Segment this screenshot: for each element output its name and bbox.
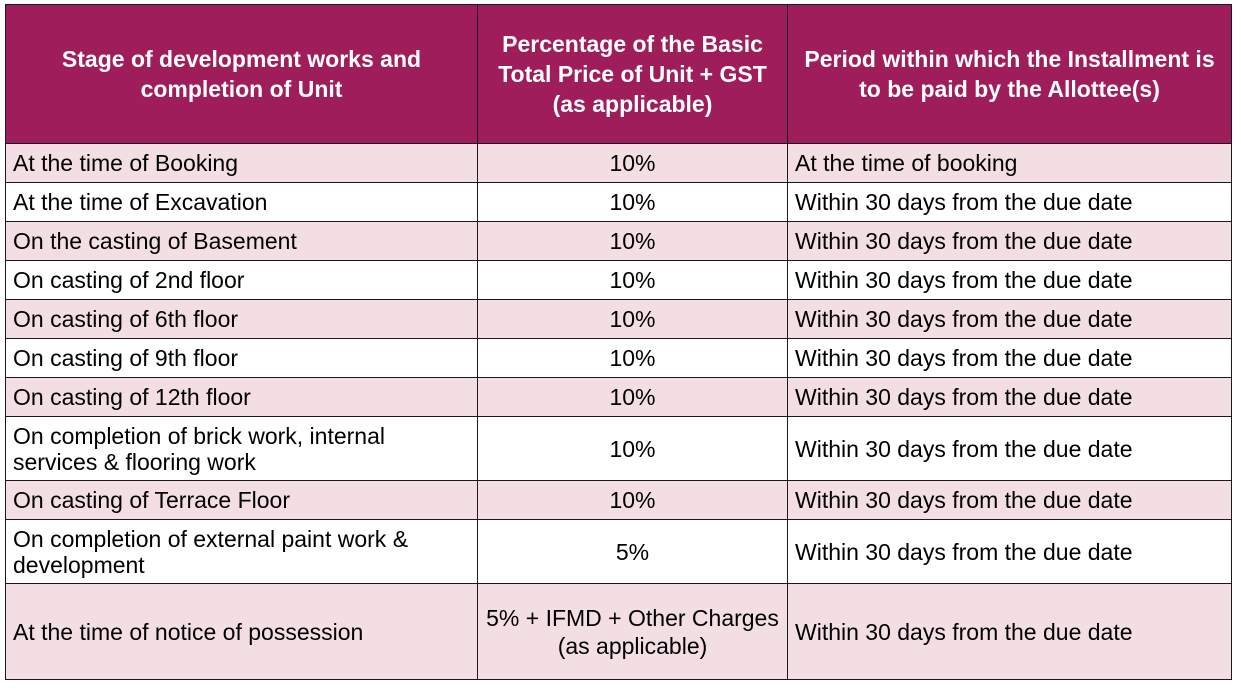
- cell-percentage: 10%: [477, 182, 788, 222]
- header-row: Stage of development works and completio…: [5, 4, 1232, 144]
- cell-percentage: 10%: [477, 338, 788, 378]
- cell-period: Within 30 days from the due date: [787, 480, 1232, 520]
- cell-period: Within 30 days from the due date: [787, 221, 1232, 261]
- header-stage: Stage of development works and completio…: [5, 4, 478, 144]
- cell-stage: On casting of Terrace Floor: [5, 480, 478, 520]
- cell-period: Within 30 days from the due date: [787, 519, 1232, 584]
- table-row: On casting of 12th floor 10% Within 30 d…: [5, 377, 1232, 417]
- cell-period: Within 30 days from the due date: [787, 377, 1232, 417]
- cell-period: Within 30 days from the due date: [787, 299, 1232, 339]
- table-row: On casting of 9th floor 10% Within 30 da…: [5, 338, 1232, 378]
- cell-percentage: 10%: [477, 260, 788, 300]
- table-row: At the time of Booking 10% At the time o…: [5, 143, 1232, 183]
- cell-period: Within 30 days from the due date: [787, 260, 1232, 300]
- table-row: On casting of Terrace Floor 10% Within 3…: [5, 480, 1232, 520]
- cell-stage: At the time of Booking: [5, 143, 478, 183]
- table-row: On completion of external paint work & d…: [5, 519, 1232, 584]
- cell-period: Within 30 days from the due date: [787, 338, 1232, 378]
- cell-period: Within 30 days from the due date: [787, 583, 1232, 680]
- table-row: On completion of brick work, internal se…: [5, 416, 1232, 481]
- cell-stage: On casting of 9th floor: [5, 338, 478, 378]
- cell-percentage: 10%: [477, 221, 788, 261]
- table-body: At the time of Booking 10% At the time o…: [5, 143, 1232, 680]
- table-row: At the time of Excavation 10% Within 30 …: [5, 182, 1232, 222]
- cell-percentage: 10%: [477, 480, 788, 520]
- table-row: On the casting of Basement 10% Within 30…: [5, 221, 1232, 261]
- cell-stage: At the time of Excavation: [5, 182, 478, 222]
- cell-stage: At the time of notice of possession: [5, 583, 478, 680]
- cell-stage: On casting of 2nd floor: [5, 260, 478, 300]
- header-period: Period within which the Installment is t…: [787, 4, 1232, 144]
- header-percentage: Percentage of the Basic Total Price of U…: [477, 4, 788, 144]
- payment-plan-table: Stage of development works and completio…: [5, 4, 1232, 680]
- table-header: Stage of development works and completio…: [5, 4, 1232, 144]
- cell-percentage: 10%: [477, 416, 788, 481]
- cell-stage: On casting of 12th floor: [5, 377, 478, 417]
- cell-percentage: 10%: [477, 299, 788, 339]
- cell-period: Within 30 days from the due date: [787, 182, 1232, 222]
- cell-percentage: 5% + IFMD + Other Charges (as applicable…: [477, 583, 788, 680]
- cell-stage: On completion of brick work, internal se…: [5, 416, 478, 481]
- table-row: On casting of 2nd floor 10% Within 30 da…: [5, 260, 1232, 300]
- cell-stage: On casting of 6th floor: [5, 299, 478, 339]
- cell-period: At the time of booking: [787, 143, 1232, 183]
- cell-stage: On completion of external paint work & d…: [5, 519, 478, 584]
- table-row: On casting of 6th floor 10% Within 30 da…: [5, 299, 1232, 339]
- cell-period: Within 30 days from the due date: [787, 416, 1232, 481]
- cell-percentage: 5%: [477, 519, 788, 584]
- cell-stage: On the casting of Basement: [5, 221, 478, 261]
- cell-percentage: 10%: [477, 143, 788, 183]
- table-row: At the time of notice of possession 5% +…: [5, 583, 1232, 680]
- cell-percentage: 10%: [477, 377, 788, 417]
